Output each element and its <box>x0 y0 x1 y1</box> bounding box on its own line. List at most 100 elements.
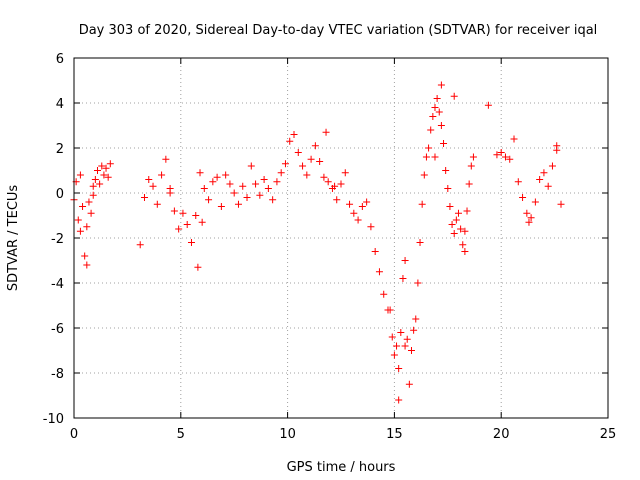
data-point <box>83 261 91 269</box>
data-point <box>442 167 450 174</box>
data-point <box>337 180 345 188</box>
data-point <box>153 200 161 208</box>
data-point <box>422 153 430 161</box>
data-point <box>320 173 328 181</box>
data-point <box>354 216 362 224</box>
data-point <box>333 196 341 204</box>
data-point <box>399 275 407 282</box>
data-point <box>548 162 556 170</box>
data-point <box>104 173 112 181</box>
data-point <box>136 241 144 249</box>
data-point <box>192 212 200 219</box>
data-point <box>401 342 409 350</box>
x-tick-label: 20 <box>493 427 510 442</box>
data-point <box>145 176 153 183</box>
data-point <box>74 216 82 224</box>
data-point <box>170 207 178 215</box>
data-point <box>431 104 439 111</box>
axis-ticks: 0 5 10 15 20 25 -10 -8 -6 -4 -2 0 2 4 6 <box>43 52 617 442</box>
data-point <box>76 171 84 179</box>
data-point <box>175 225 183 233</box>
data-point <box>459 241 467 249</box>
data-point <box>452 216 460 224</box>
data-point <box>501 153 509 161</box>
data-point <box>269 196 277 204</box>
data-point <box>239 182 247 190</box>
data-point <box>166 189 174 197</box>
data-point <box>106 160 114 168</box>
data-point <box>454 209 462 217</box>
data-point <box>294 149 302 156</box>
data-point <box>205 196 213 204</box>
data-point <box>331 182 339 190</box>
data-point <box>230 189 238 197</box>
y-tick-label: -10 <box>43 412 64 427</box>
data-point <box>425 144 433 152</box>
data-point <box>450 230 458 237</box>
data-point <box>79 203 87 210</box>
data-point <box>395 396 403 404</box>
data-point <box>403 335 411 343</box>
data-point <box>89 191 97 199</box>
data-point <box>431 153 439 161</box>
y-tick-label: 0 <box>56 187 64 202</box>
data-point <box>416 239 424 246</box>
data-point <box>324 178 332 186</box>
data-point <box>469 153 477 161</box>
data-point <box>96 180 104 188</box>
data-point <box>510 135 518 143</box>
y-tick-label: -4 <box>51 277 64 292</box>
data-point <box>243 194 251 201</box>
data-point <box>544 182 552 190</box>
y-tick-label: -6 <box>51 322 64 337</box>
data-point <box>450 92 458 100</box>
data-point <box>200 185 208 192</box>
data-point <box>433 95 441 102</box>
data-point <box>519 194 527 201</box>
data-point <box>194 263 202 271</box>
data-point <box>410 326 418 334</box>
data-point <box>525 218 533 226</box>
data-point <box>435 108 443 116</box>
data-point <box>341 169 349 177</box>
data-point <box>303 171 311 179</box>
data-point <box>412 315 420 323</box>
data-point <box>260 176 268 183</box>
data-point <box>183 221 191 228</box>
data-points <box>70 81 565 404</box>
data-point <box>81 252 89 260</box>
data-point <box>213 173 221 181</box>
data-point <box>91 176 99 183</box>
data-point <box>401 257 409 264</box>
x-axis-label: GPS time / hours <box>287 460 396 475</box>
data-point <box>286 137 294 145</box>
x-tick-label: 15 <box>386 427 403 442</box>
data-point <box>386 306 394 314</box>
data-point <box>420 171 428 179</box>
data-point <box>277 169 285 177</box>
y-axis-label: SDTVAR / TECUs <box>6 185 21 292</box>
data-point <box>187 239 195 246</box>
data-point <box>158 171 166 179</box>
data-point <box>527 214 535 222</box>
y-tick-label: -8 <box>51 367 64 382</box>
data-point <box>461 248 469 255</box>
data-point <box>448 221 456 228</box>
data-point <box>506 155 514 163</box>
data-point <box>226 180 234 188</box>
data-point <box>514 178 522 186</box>
data-point <box>346 200 354 208</box>
data-point <box>307 155 315 163</box>
data-point <box>264 185 272 192</box>
data-point <box>149 182 157 190</box>
y-tick-label: -2 <box>51 232 64 247</box>
data-point <box>397 329 405 336</box>
data-point <box>316 158 324 165</box>
data-point <box>461 227 469 235</box>
data-point <box>140 194 148 201</box>
data-point <box>93 167 101 174</box>
data-point <box>290 131 298 138</box>
data-point <box>179 209 187 217</box>
data-point <box>497 149 505 156</box>
